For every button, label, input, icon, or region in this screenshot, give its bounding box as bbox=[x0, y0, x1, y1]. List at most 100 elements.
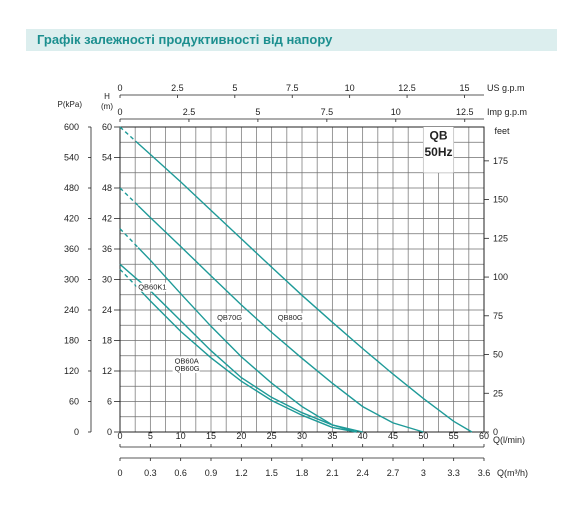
y-tick-label-m: 42 bbox=[102, 214, 112, 224]
series-qb70g-dashed bbox=[119, 187, 139, 207]
x-tick-label-m3h: 0.9 bbox=[205, 468, 218, 478]
y-tick-label-kpa: 360 bbox=[64, 244, 79, 254]
x-axis-label-lmin: Q(l/min) bbox=[493, 435, 525, 445]
title-box bbox=[423, 127, 454, 173]
y-tick-label-feet: 25 bbox=[493, 388, 503, 398]
curve-label-bg bbox=[275, 313, 303, 323]
x-tick-label-m3h: 1.2 bbox=[235, 468, 248, 478]
y-tick-label-kpa: 540 bbox=[64, 153, 79, 163]
x-tick-label-imp-gpm: 12.5 bbox=[456, 107, 474, 117]
curve-label-qb60k1: QB60K1 bbox=[138, 283, 166, 292]
x-tick-label-lmin: 30 bbox=[297, 431, 307, 441]
curve-label-bg bbox=[215, 313, 243, 323]
x-axis-label-imp-gpm: Imp g.p.m bbox=[487, 107, 527, 117]
series-qb60g-line bbox=[137, 287, 357, 433]
x-tick-label-us-gpm: 12.5 bbox=[398, 83, 416, 93]
x-tick-label-lmin: 5 bbox=[148, 431, 153, 441]
curve-label-bg bbox=[136, 282, 168, 292]
series-qb70g-line bbox=[137, 205, 424, 433]
y-tick-label-kpa: 300 bbox=[64, 275, 79, 285]
series-qb80g-line bbox=[137, 142, 473, 433]
y-tick-label-kpa: 600 bbox=[64, 122, 79, 132]
x-tick-label-us-gpm: 2.5 bbox=[171, 83, 184, 93]
y-axis-label-m: (m) bbox=[101, 102, 113, 111]
x-tick-label-imp-gpm: 10 bbox=[391, 107, 401, 117]
y-axis-label-kpa: P(kPa) bbox=[58, 100, 83, 109]
y-tick-label-m: 12 bbox=[102, 366, 112, 376]
y-tick-label-kpa: 0 bbox=[74, 427, 79, 437]
series-qb60g-dashed bbox=[119, 268, 139, 289]
x-tick-label-lmin: 40 bbox=[358, 431, 368, 441]
x-tick-label-imp-gpm: 5 bbox=[255, 107, 260, 117]
x-tick-label-lmin: 60 bbox=[479, 431, 489, 441]
y-tick-label-kpa: 120 bbox=[64, 366, 79, 376]
y-tick-label-m: 24 bbox=[102, 305, 112, 315]
x-tick-label-lmin: 15 bbox=[206, 431, 216, 441]
y-tick-label-m: 18 bbox=[102, 336, 112, 346]
x-tick-label-m3h: 1.8 bbox=[296, 468, 309, 478]
y-tick-label-feet: 125 bbox=[493, 233, 508, 243]
x-tick-label-lmin: 20 bbox=[236, 431, 246, 441]
x-tick-label-lmin: 55 bbox=[449, 431, 459, 441]
x-tick-label-m3h: 2.4 bbox=[356, 468, 369, 478]
x-tick-label-lmin: 0 bbox=[117, 431, 122, 441]
x-tick-label-m3h: 3.6 bbox=[478, 468, 491, 478]
page-title: Графік залежності продуктивності від нап… bbox=[37, 32, 333, 47]
x-tick-label-m3h: 0.3 bbox=[144, 468, 157, 478]
chart-subtitle: 50Hz bbox=[424, 145, 452, 159]
y-tick-label-m: 36 bbox=[102, 244, 112, 254]
curve-label-qb70g: QB70G bbox=[217, 313, 242, 322]
header-band bbox=[26, 29, 557, 51]
x-tick-label-lmin: 10 bbox=[176, 431, 186, 441]
y-tick-label-feet: 150 bbox=[493, 195, 508, 205]
x-tick-label-imp-gpm: 7.5 bbox=[321, 107, 334, 117]
y-tick-label-feet: 0 bbox=[493, 427, 498, 437]
y-tick-label-kpa: 480 bbox=[64, 183, 79, 193]
series-qb60k1-line bbox=[137, 247, 357, 433]
x-tick-label-us-gpm: 10 bbox=[345, 83, 355, 93]
y-tick-label-m: 6 bbox=[107, 397, 112, 407]
y-tick-label-kpa: 180 bbox=[64, 336, 79, 346]
series-qb60a-line bbox=[119, 263, 363, 433]
y-tick-label-m: 30 bbox=[102, 275, 112, 285]
x-tick-label-m3h: 3 bbox=[421, 468, 426, 478]
x-tick-label-lmin: 35 bbox=[327, 431, 337, 441]
x-tick-label-m3h: 3.3 bbox=[447, 468, 460, 478]
x-tick-label-lmin: 45 bbox=[388, 431, 398, 441]
curve-label-qb80g: QB80G bbox=[278, 313, 303, 322]
x-tick-label-imp-gpm: 0 bbox=[117, 107, 122, 117]
y-axis-label-m: H bbox=[104, 92, 110, 101]
y-tick-label-m: 54 bbox=[102, 153, 112, 163]
y-tick-label-feet: 75 bbox=[493, 311, 503, 321]
y-tick-label-kpa: 240 bbox=[64, 305, 79, 315]
x-tick-label-us-gpm: 0 bbox=[117, 83, 122, 93]
curve-label-qb60a: QB60A bbox=[175, 356, 199, 365]
x-tick-label-m3h: 2.1 bbox=[326, 468, 339, 478]
x-tick-label-lmin: 50 bbox=[418, 431, 428, 441]
y-tick-label-m: 60 bbox=[102, 122, 112, 132]
curve-label-bg bbox=[172, 356, 200, 366]
series-qb60k1-dashed bbox=[119, 228, 139, 249]
y-tick-label-kpa: 420 bbox=[64, 214, 79, 224]
y-tick-label-m: 0 bbox=[107, 427, 112, 437]
x-axis-label-m3h: Q(m³/h) bbox=[497, 468, 528, 478]
chart-title: QB bbox=[430, 129, 448, 143]
x-tick-label-us-gpm: 15 bbox=[459, 83, 469, 93]
y-tick-label-feet: 175 bbox=[493, 156, 508, 166]
x-tick-label-us-gpm: 5 bbox=[232, 83, 237, 93]
x-tick-label-m3h: 0 bbox=[117, 468, 122, 478]
x-tick-label-m3h: 0.6 bbox=[174, 468, 187, 478]
y-tick-label-m: 48 bbox=[102, 183, 112, 193]
curve-label-qb60g: QB60G bbox=[175, 364, 200, 373]
x-tick-label-m3h: 1.5 bbox=[265, 468, 278, 478]
x-tick-label-imp-gpm: 2.5 bbox=[183, 107, 196, 117]
x-tick-label-lmin: 25 bbox=[267, 431, 277, 441]
y-axis-label-feet: feet bbox=[494, 126, 510, 136]
curve-label-bg bbox=[172, 364, 200, 373]
x-tick-label-us-gpm: 7.5 bbox=[286, 83, 299, 93]
y-tick-label-feet: 50 bbox=[493, 350, 503, 360]
y-tick-label-kpa: 60 bbox=[69, 397, 79, 407]
x-axis-label-us-gpm: US g.p.m bbox=[487, 83, 525, 93]
y-tick-label-feet: 100 bbox=[493, 272, 508, 282]
